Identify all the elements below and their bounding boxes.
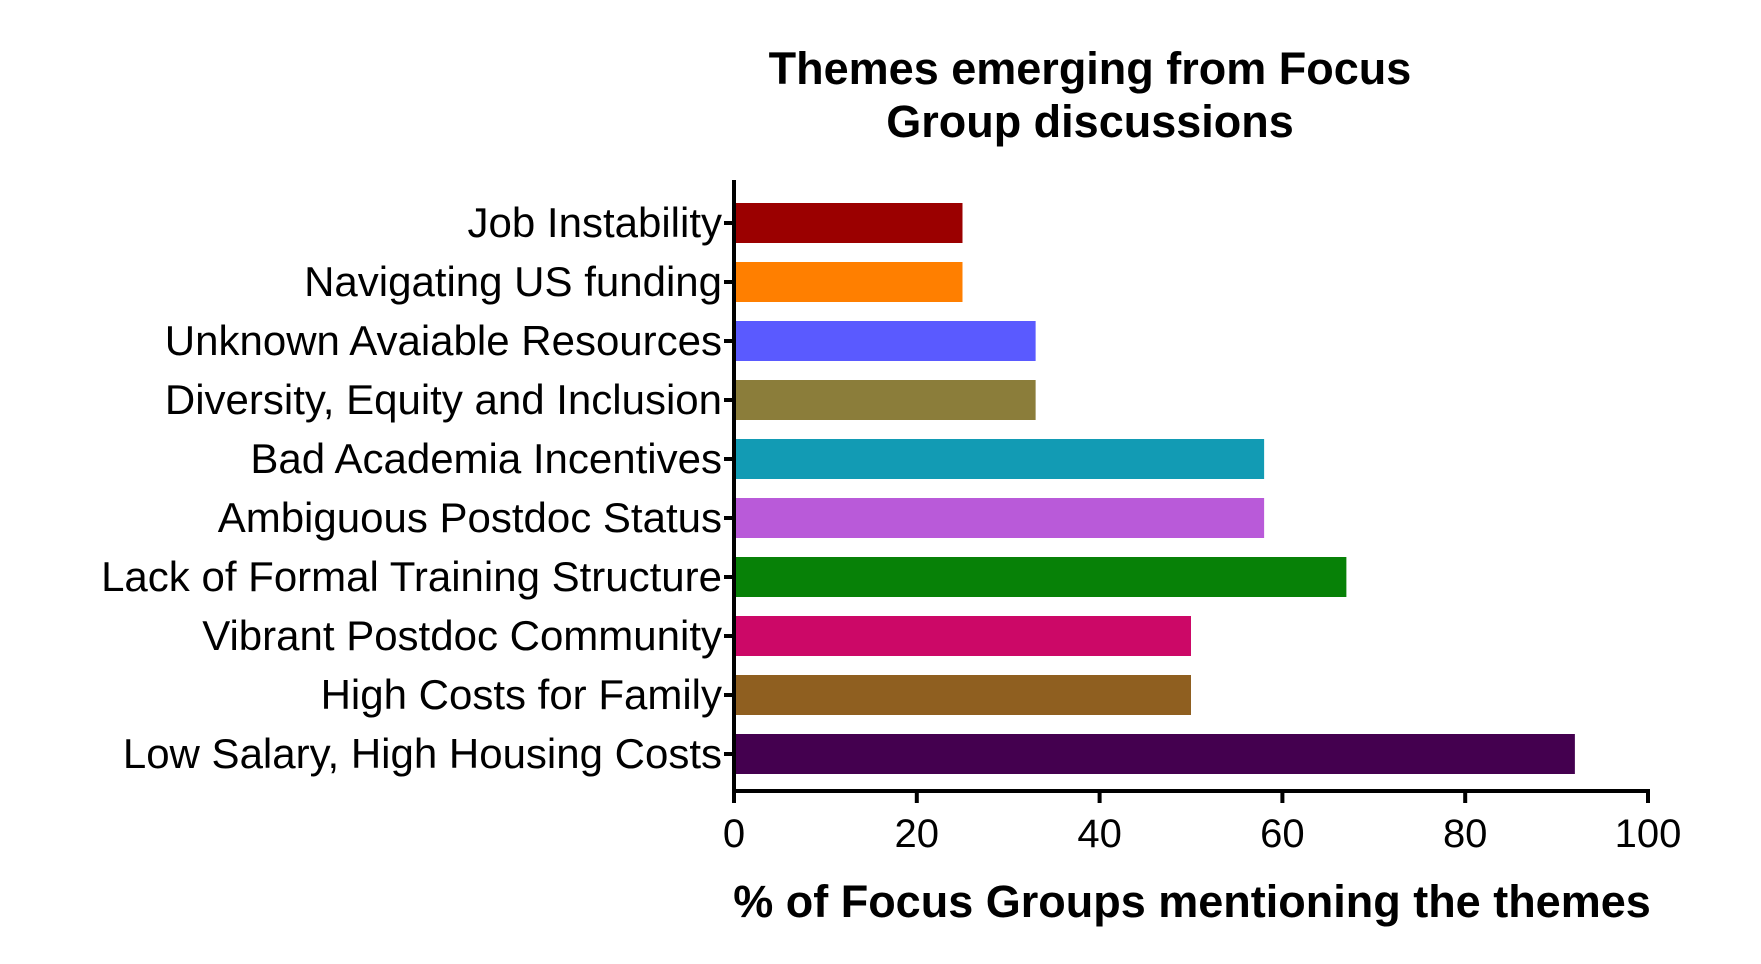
bar-0: [734, 203, 963, 243]
x-tick-label-3: 60: [1260, 812, 1305, 856]
bar-4: [734, 439, 1265, 479]
category-label-6: Lack of Formal Training Structure: [101, 553, 722, 600]
x-tick-label-4: 80: [1443, 812, 1488, 856]
x-axis: 0 20 40 60 80 100: [723, 789, 1682, 856]
bar-3: [734, 380, 1036, 420]
bar-2: [734, 321, 1036, 361]
category-label-2: Unknown Avaiable Resources: [165, 317, 722, 364]
category-label-5: Ambiguous Postdoc Status: [218, 494, 722, 541]
x-tick-label-1: 20: [895, 812, 940, 856]
x-tick-label-2: 40: [1077, 812, 1122, 856]
bar-5: [734, 498, 1265, 538]
bar-1: [734, 262, 963, 302]
category-label-3: Diversity, Equity and Inclusion: [165, 376, 722, 423]
bar-9: [734, 734, 1575, 774]
chart-title-line-1: Themes emerging from Focus: [769, 43, 1412, 94]
chart-title-line-2: Group discussions: [886, 96, 1294, 147]
category-label-4: Bad Academia Incentives: [250, 435, 722, 482]
x-tick-label-5: 100: [1615, 812, 1682, 856]
x-axis-title: % of Focus Groups mentioning the themes: [733, 876, 1651, 927]
category-label-1: Navigating US funding: [304, 258, 722, 305]
category-label-9: Low Salary, High Housing Costs: [123, 730, 722, 777]
bars: [734, 203, 1575, 774]
bar-8: [734, 675, 1191, 715]
category-labels: Job Instability Navigating US funding Unkn…: [101, 199, 722, 777]
bar-6: [734, 557, 1347, 597]
bar-7: [734, 616, 1191, 656]
category-label-7: Vibrant Postdoc Community: [202, 612, 722, 659]
chart-title: Themes emerging from Focus Group discuss…: [769, 43, 1412, 147]
category-label-8: High Costs for Family: [321, 671, 722, 718]
x-tick-label-0: 0: [723, 812, 745, 856]
y-axis: [724, 180, 736, 793]
category-label-0: Job Instability: [468, 199, 722, 246]
